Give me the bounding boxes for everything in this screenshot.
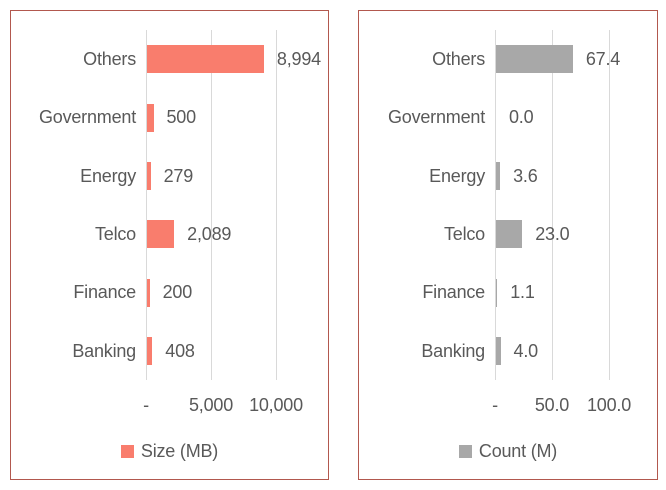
value-label: 1.1: [510, 282, 535, 303]
value-label: 23.0: [535, 224, 570, 244]
category-label: Banking: [421, 340, 485, 361]
x-tick-label: 10,000: [249, 395, 303, 415]
category-label: Government: [387, 107, 485, 128]
category-label: Government: [38, 107, 136, 128]
bar: [496, 220, 523, 249]
legend: Size (MB): [11, 439, 328, 463]
value-label: 2,089: [187, 224, 232, 244]
category-label: Energy: [429, 165, 485, 186]
bar: [496, 278, 498, 307]
value-label: 0.0: [509, 107, 534, 128]
x-tick-label: 50.0: [534, 395, 570, 415]
value-label: 67.4: [585, 49, 621, 69]
legend-swatch: [120, 444, 134, 458]
gridline: [552, 30, 553, 380]
bar: [496, 336, 501, 365]
value-label: 200: [162, 282, 193, 303]
count-m-chart-panel: - 50.0 100.0 Others 67.4 Government 0.0 Energy 3…: [358, 10, 658, 480]
legend-swatch: [458, 444, 472, 458]
category-label: Energy: [80, 165, 136, 186]
bar: [147, 103, 154, 132]
x-tick-label: -: [492, 395, 498, 415]
gridline: [211, 30, 212, 380]
x-tick-label: -: [143, 395, 149, 415]
plot-area: - 50.0 100.0 Others 67.4 Government 0.0 Energy 3…: [359, 11, 657, 479]
gridline: [276, 30, 277, 380]
legend-label: Size (MB): [140, 440, 219, 461]
value-label: 8,994: [276, 49, 321, 69]
bar: [496, 45, 573, 74]
value-label: 408: [165, 340, 195, 361]
category-label: Others: [83, 49, 136, 69]
category-label: Banking: [72, 340, 136, 361]
bar: [496, 161, 501, 190]
gridline: [495, 30, 496, 380]
category-label: Finance: [422, 282, 485, 303]
category-label: Telco: [443, 224, 485, 244]
x-tick-label: 5,000: [188, 395, 234, 415]
category-label: Others: [432, 49, 485, 69]
category-label: Telco: [94, 224, 136, 244]
category-label: Finance: [73, 282, 136, 303]
legend: Count (M): [359, 439, 657, 463]
size-mb-chart-panel: - 5,000 10,000 Others 8,994 Government 500 Ener…: [10, 10, 329, 480]
legend-label: Count (M): [478, 440, 558, 461]
bar: [147, 278, 150, 307]
value-label: 4.0: [513, 340, 539, 361]
value-label: 500: [166, 107, 197, 128]
gridline: [146, 30, 147, 380]
x-tick-label: 100.0: [586, 395, 632, 415]
plot-area: - 5,000 10,000 Others 8,994 Government 500 Ener…: [11, 11, 328, 479]
value-label: 3.6: [513, 165, 538, 186]
value-label: 279: [163, 165, 194, 186]
bar: [147, 220, 175, 249]
bar: [147, 336, 153, 365]
gridline: [609, 30, 610, 380]
bar: [147, 161, 151, 190]
bar: [147, 45, 264, 74]
